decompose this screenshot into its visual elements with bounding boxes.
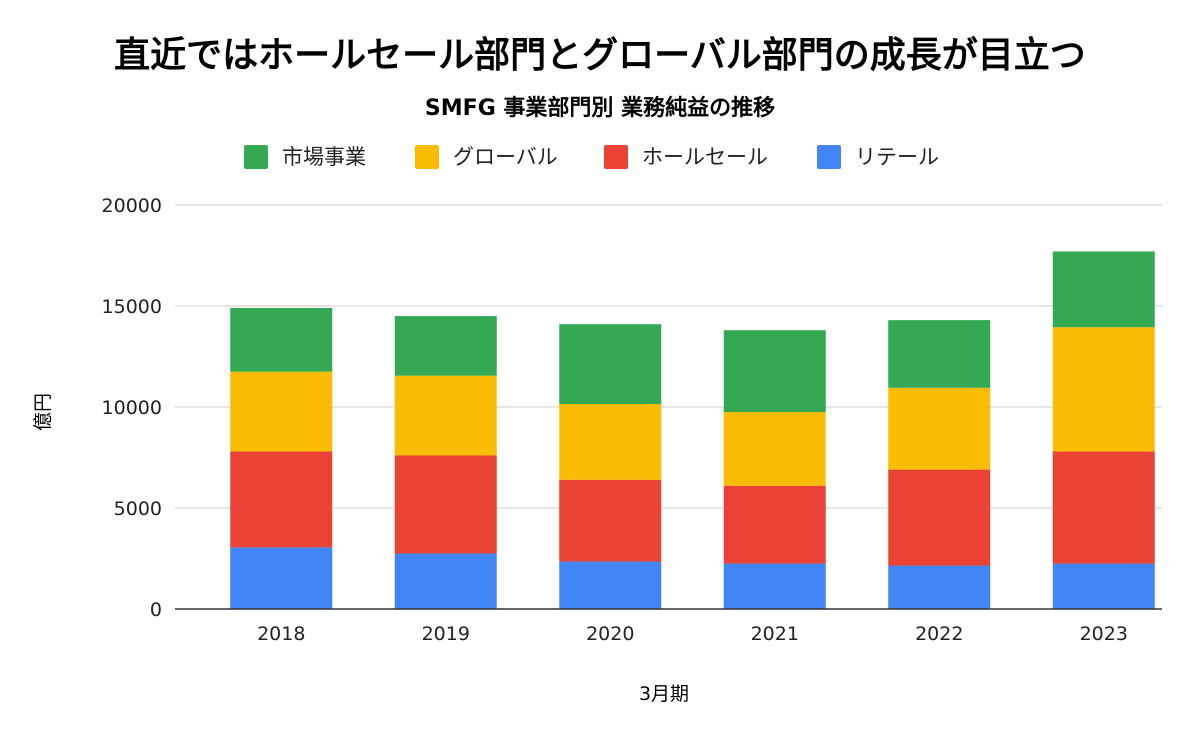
x-tick-label: 2021 [751, 623, 799, 645]
y-tick-label: 20000 [102, 195, 162, 217]
bar-segment [723, 330, 826, 413]
bar-segment [723, 412, 826, 486]
legend-swatch [817, 145, 841, 169]
y-tick-labels: 0 5000 10000 15000 20000 [102, 195, 162, 621]
bar-segment [559, 479, 662, 562]
bar-segment [559, 324, 662, 404]
legend-swatch [415, 145, 439, 169]
bar-segment [394, 553, 497, 609]
legend-swatch [604, 145, 628, 169]
bar-segment [888, 387, 991, 470]
chart-title: SMFG 事業部門別 業務純益の推移 [424, 96, 776, 121]
bar-segment [230, 371, 333, 452]
bar-segment [559, 561, 662, 609]
legend-swatch [244, 145, 268, 169]
bar-segment [230, 547, 333, 609]
y-axis-label: 億円 [32, 393, 54, 431]
legend-label: リテール [855, 145, 939, 169]
page-title: 直近ではホールセール部門とグローバル部門の成長が目立つ [114, 35, 1086, 76]
legend-item: 市場事業 [244, 145, 366, 169]
bar-segment [394, 375, 497, 456]
bar-segment [1052, 451, 1155, 564]
bar-segment [1052, 251, 1155, 328]
x-axis-label: 3月期 [639, 683, 689, 705]
y-tick-label: 5000 [114, 498, 162, 520]
x-tick-labels: 2018 2019 2020 2021 2022 2023 [257, 623, 1128, 645]
bar-segment [888, 469, 991, 566]
bar-segment [1052, 563, 1155, 609]
bar-segment [394, 455, 497, 554]
bar-segment [559, 403, 662, 480]
gridlines [175, 204, 1162, 509]
bars [230, 251, 1155, 609]
bar-segment [230, 308, 333, 372]
y-tick-label: 15000 [102, 296, 162, 318]
bar-segment [394, 316, 497, 376]
x-tick-label: 2020 [586, 623, 634, 645]
x-tick-label: 2023 [1080, 623, 1128, 645]
legend-item: リテール [817, 145, 939, 169]
legend-label: グローバル [453, 145, 558, 169]
x-tick-label: 2022 [915, 623, 963, 645]
bar-segment [230, 451, 333, 548]
bar-segment [888, 565, 991, 609]
legend-item: グローバル [415, 145, 558, 169]
bar-segment [888, 320, 991, 388]
y-tick-label: 0 [150, 599, 162, 621]
x-tick-label: 2018 [257, 623, 305, 645]
y-tick-label: 10000 [102, 397, 162, 419]
bar-segment [1052, 327, 1155, 452]
legend-item: ホールセール [604, 145, 768, 169]
legend: 市場事業 グローバル ホールセール リテール [244, 145, 939, 169]
x-tick-label: 2019 [422, 623, 470, 645]
bar-segment [723, 485, 826, 564]
bar-segment [723, 563, 826, 609]
legend-label: 市場事業 [282, 145, 366, 169]
legend-label: ホールセール [642, 145, 768, 169]
